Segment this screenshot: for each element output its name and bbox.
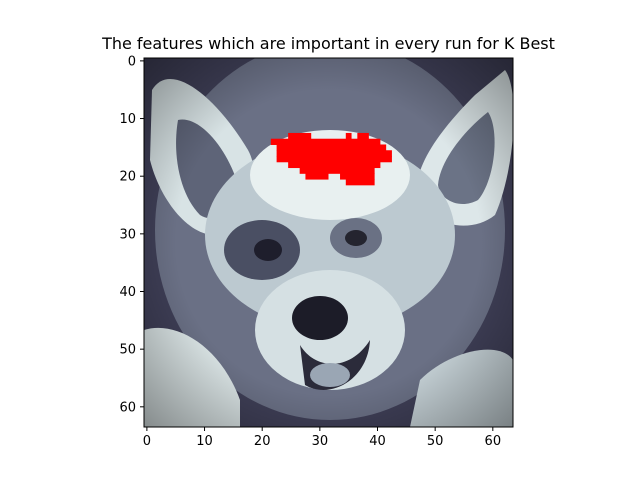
highlight-region bbox=[270, 132, 392, 186]
y-tick-label: 0 bbox=[128, 54, 136, 69]
x-axis: 0 10 20 30 40 50 60 bbox=[143, 427, 501, 449]
x-tick-label: 10 bbox=[196, 434, 213, 449]
y-tick-label: 30 bbox=[119, 227, 136, 242]
highlight-pixel-run bbox=[345, 179, 375, 186]
highlight-pixel-run bbox=[270, 138, 381, 145]
chart-title: The features which are important in ever… bbox=[101, 34, 555, 53]
image-plot bbox=[144, 58, 513, 427]
y-tick-label: 20 bbox=[119, 170, 136, 185]
y-tick-label: 60 bbox=[119, 400, 136, 415]
highlight-pixel-run bbox=[276, 144, 387, 151]
axes-frame bbox=[143, 57, 514, 428]
y-tick-label: 40 bbox=[119, 285, 136, 300]
highlight-pixel-run bbox=[288, 132, 312, 140]
y-tick-label: 10 bbox=[119, 112, 136, 127]
highlight-pixel-run bbox=[299, 167, 375, 174]
x-tick-label: 20 bbox=[254, 434, 271, 449]
x-tick-label: 30 bbox=[312, 434, 329, 449]
highlight-pixel-run bbox=[276, 156, 392, 163]
highlight-pixel-run bbox=[340, 173, 375, 180]
x-tick-label: 60 bbox=[485, 434, 502, 449]
image-vignette bbox=[144, 58, 513, 427]
x-tick-label: 50 bbox=[427, 434, 444, 449]
y-tick-label: 50 bbox=[119, 343, 136, 358]
highlight-pixel-run bbox=[276, 150, 392, 157]
x-tick-label: 40 bbox=[369, 434, 386, 449]
highlight-pixel-run bbox=[305, 173, 329, 180]
highlight-pixel-run bbox=[345, 132, 352, 140]
highlight-pixel-run bbox=[288, 161, 381, 169]
x-tick-label: 0 bbox=[143, 434, 151, 449]
y-axis: 0 10 20 30 40 50 60 bbox=[119, 54, 144, 415]
highlight-pixel-run bbox=[357, 132, 369, 140]
